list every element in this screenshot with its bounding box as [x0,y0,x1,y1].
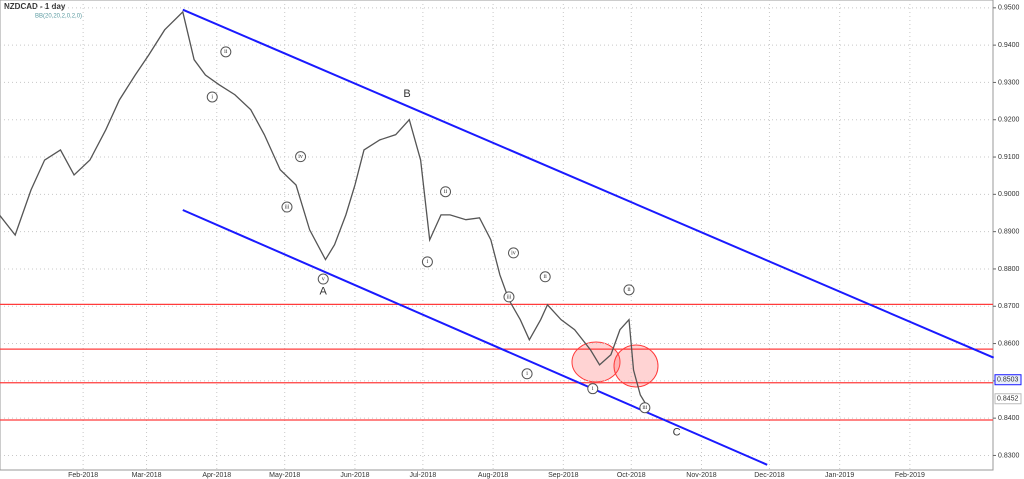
wave-label: ii [224,49,228,55]
wave-circle [295,151,307,163]
wave-label: C [673,427,681,439]
wave-circle [317,273,329,285]
y-tick-label: 0.9400 [998,42,1020,49]
plot-frame [0,0,994,471]
wave-label: i [526,371,528,377]
x-tick-label: Jan-2019 [825,472,854,479]
wave-label: iv [511,250,516,256]
wave-label: ii [544,274,548,280]
wave-label: iii [642,405,647,411]
x-tick-label: Feb-2019 [895,472,925,479]
price-label: 0.8503 [997,377,1019,384]
wave-label: v [322,276,325,282]
wave-circle [639,402,651,414]
channel-line [182,209,768,466]
price-label: 0.8452 [997,396,1019,403]
wave-label: iii [506,294,511,300]
wave-label: ii [627,287,631,293]
highlight-circle [613,344,659,388]
x-tick-label: Jun-2018 [340,472,369,479]
wave-circle [206,91,218,103]
wave-circle [539,271,551,283]
wave-circle [521,368,533,380]
wave-label: iii [284,204,289,210]
x-tick-label: Mar-2018 [132,472,162,479]
y-tick-label: 0.8600 [998,340,1020,347]
wave-label: A [320,286,328,298]
x-tick-label: Nov-2018 [686,472,716,479]
y-tick-label: 0.9200 [998,117,1020,124]
x-tick-label: Jul-2018 [409,472,436,479]
highlight-circle [571,341,621,383]
y-tick-label: 0.8700 [998,303,1020,310]
wave-label: i [427,259,429,265]
channel-line [182,8,995,359]
wave-circle [623,284,635,296]
y-tick-label: 0.8900 [998,228,1020,235]
wave-label: B [403,88,410,100]
x-tick-label: Sep-2018 [548,472,578,479]
wave-circle [503,291,515,303]
y-tick-label: 0.9500 [998,5,1020,12]
x-tick-label: Feb-2018 [68,472,98,479]
price-line [0,10,650,411]
wave-label: i [211,94,213,100]
y-tick-label: 0.8800 [998,266,1020,273]
wave-circle [281,201,293,213]
x-tick-label: May-2018 [269,472,300,479]
x-tick-label: Apr-2018 [202,472,231,479]
wave-circle [220,46,232,58]
y-tick-label: 0.9100 [998,154,1020,161]
wave-label: ii [444,189,448,195]
wave-label: i [592,386,594,392]
y-tick-label: 0.8300 [998,452,1020,459]
wave-circle [440,186,452,198]
wave-circle [421,256,433,268]
x-tick-label: Dec-2018 [754,472,784,479]
wave-circle [587,383,599,395]
x-tick-label: Aug-2018 [478,472,508,479]
price-label-box [994,374,1022,386]
y-tick-label: 0.8400 [998,415,1020,422]
wave-circle [507,247,519,259]
y-tick-label: 0.9000 [998,191,1020,198]
chart-title: NZDCAD - 1 day [4,2,66,11]
x-tick-label: Oct-2018 [617,472,646,479]
y-tick-label: 0.9300 [998,79,1020,86]
price-label-box [994,393,1022,405]
wave-label: iv [298,154,303,160]
indicator-label: BB(20,20,2,0,2,0) [35,14,82,20]
